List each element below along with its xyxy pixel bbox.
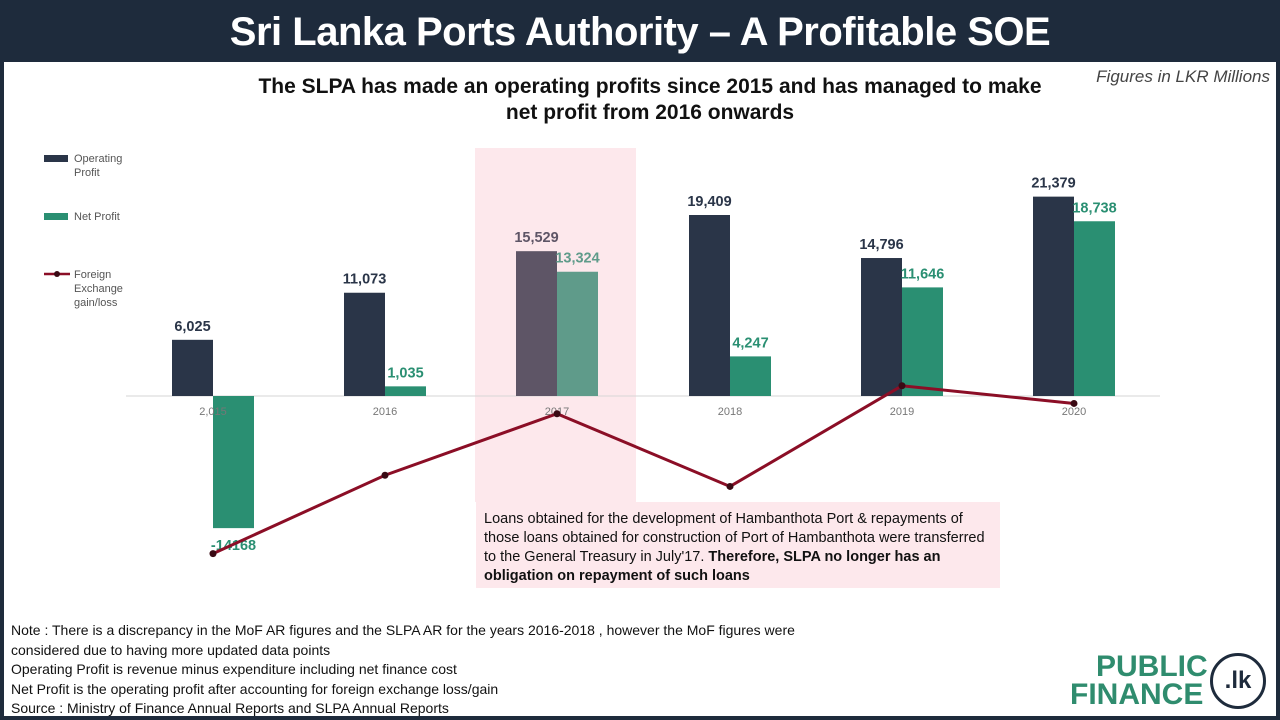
bar-operating-profit [1033,196,1074,396]
bar-net-profit [902,287,943,396]
data-label-operating-profit: 19,409 [687,194,731,210]
legend-label-fx: Foreign Exchange gain/loss [74,269,123,309]
header-bar: Sri Lanka Ports Authority – A Profitable… [0,0,1280,62]
data-label-net-profit: 13,324 [555,251,599,267]
x-tick-label: 2018 [718,406,742,418]
data-label-operating-profit: 14,796 [859,237,903,253]
x-tick-label: 2016 [373,406,397,418]
fx-point [209,550,217,558]
data-label-operating-profit: 15,529 [514,230,558,246]
note-line: Source : Ministry of Finance Annual Repo… [11,700,449,717]
bar-operating-profit [689,215,730,396]
data-label-operating-profit: 11,073 [343,272,387,288]
data-label-net-profit: 11,646 [901,266,945,282]
fx-point [726,482,734,490]
bar-operating-profit [344,292,385,396]
note-line: Note : There is a discrepancy in the MoF… [11,622,795,638]
data-label-operating-profit: 6,025 [174,319,210,335]
fx-point [553,410,561,418]
chart-subtitle: The SLPA has made an operating profits s… [258,75,1042,124]
bar-net-profit [385,386,426,396]
bar-net-profit [730,356,771,396]
bar-net-profit [213,396,254,529]
legend-swatch-net-profit [44,213,68,220]
bar-net-profit [1074,221,1115,396]
data-label-net-profit: 18,738 [1072,200,1116,216]
logo-badge: .lk [1210,653,1266,709]
note-line: Net Profit is the operating profit after… [11,680,499,697]
bar-net-profit [557,271,598,396]
logo-text-public: PUBLIC [1096,650,1208,683]
annotation-text: Loans obtained for the development of Ha… [484,510,994,586]
annotation-box: Loans obtained for the development of Ha… [476,502,1000,588]
fx-point [1070,399,1078,407]
bar-operating-profit [516,251,557,396]
fx-point [898,382,906,390]
annotation-bold: Therefore, SLPA no longer has an obligat… [484,549,941,584]
page-title: Sri Lanka Ports Authority – A Profitable… [229,10,1051,54]
data-label-net-profit: 4,247 [732,335,768,351]
data-label-operating-profit: 21,379 [1031,176,1075,192]
annotation-body: Loans obtained for the development of Ha… [484,511,985,565]
footnotes: Note : There is a discrepancy in the MoF… [11,621,911,719]
logo-text-finance: FINANCE [1070,678,1204,711]
bar-operating-profit [172,339,213,396]
series-line-fx [212,384,1075,555]
units-note: Figures in LKR Millions [1096,67,1270,86]
x-tick-label: 2020 [1062,406,1086,418]
legend-swatch-operating-profit [44,155,68,162]
fx-point [381,471,389,479]
data-label-net-profit: 1,035 [387,365,423,381]
x-tick-label: 2019 [890,406,914,418]
bar-operating-profit [861,258,902,396]
legend-line-fx [44,271,70,277]
note-line: considered due to having more updated da… [11,641,331,658]
legend-label-operating-profit: Operating Profit [74,153,123,179]
legend-label-net-profit: Net Profit [74,211,120,223]
note-line: Operating Profit is revenue minus expend… [11,661,457,678]
x-tick-label: 2,015 [199,406,227,418]
